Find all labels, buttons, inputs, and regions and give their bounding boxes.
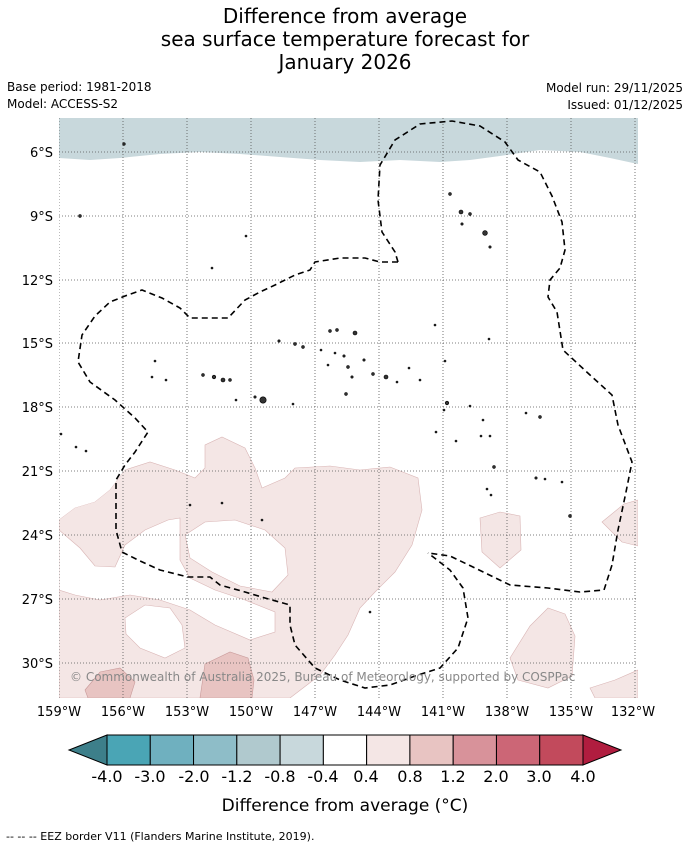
colorbar-arrow-low: [67, 734, 108, 766]
title-line-3: January 2026: [278, 50, 412, 74]
colorbar-segment: [409, 734, 454, 766]
colorbar-tick: -1.2: [221, 767, 252, 786]
issued-date: Issued: 01/12/2025: [567, 98, 683, 112]
model-name: Model: ACCESS-S2: [7, 97, 119, 111]
colorbar-tick: 2.0: [483, 767, 508, 786]
colorbar-tick: -3.0: [134, 767, 165, 786]
colorbar-arrow-high: [582, 734, 623, 766]
colorbar-segment: [452, 734, 497, 766]
lat-label: 12°S: [22, 274, 53, 289]
map-area: © Commonwealth of Australia 2025, Bureau…: [59, 118, 638, 698]
colorbar-segment: [279, 734, 324, 766]
lon-label: 153°W: [165, 705, 209, 720]
colorbar-tick: -0.8: [264, 767, 295, 786]
colorbar: [67, 734, 623, 766]
colorbar-segment: [366, 734, 411, 766]
neutral-regions: [59, 468, 289, 668]
islands: [59, 142, 572, 614]
latitude-labels: 6°S 9°S 12°S 15°S 18°S 21°S 24°S 27°S 30…: [22, 146, 53, 672]
lon-label: 156°W: [101, 705, 145, 720]
lat-label: 21°S: [22, 465, 53, 480]
colorbar-tick: 1.2: [440, 767, 465, 786]
colorbar-tick: -4.0: [91, 767, 122, 786]
lat-label: 15°S: [22, 337, 53, 352]
colorbar-segment: [193, 734, 238, 766]
lon-label: 144°W: [357, 705, 401, 720]
colorbar-tick: -0.4: [307, 767, 338, 786]
colorbar-tick-labels: -4.0 -3.0 -2.0 -1.2 -0.8 -0.4 0.4 0.8 1.…: [91, 767, 595, 786]
lon-label: 138°W: [485, 705, 529, 720]
colorbar-title: Difference from average (°C): [222, 796, 469, 816]
lat-label: 27°S: [22, 593, 53, 608]
lon-label: 150°W: [229, 705, 273, 720]
model-run: Model run: 29/11/2025: [545, 81, 683, 95]
lat-label: 24°S: [22, 529, 53, 544]
colorbar-tick: -2.0: [178, 767, 209, 786]
colorbar-tick: 3.0: [526, 767, 551, 786]
colorbar-segment: [322, 734, 368, 766]
lon-label: 132°W: [611, 705, 655, 720]
cool-anomaly-region: [59, 118, 638, 164]
copyright-notice: © Commonwealth of Australia 2025, Bureau…: [70, 670, 575, 684]
lat-label: 9°S: [30, 210, 53, 225]
longitude-labels: 159°W 156°W 153°W 150°W 147°W 144°W 141°…: [37, 705, 655, 720]
base-period: Base period: 1981-2018: [7, 80, 152, 94]
lat-label: 6°S: [30, 146, 53, 161]
colorbar-segment: [236, 734, 281, 766]
colorbar-segment: [495, 734, 541, 766]
colorbar-segment: [106, 734, 151, 766]
lon-label: 159°W: [37, 705, 81, 720]
lon-label: 141°W: [421, 705, 465, 720]
colorbar-segment: [149, 734, 195, 766]
title-line-1: Difference from average: [222, 4, 468, 28]
lon-label: 135°W: [549, 705, 593, 720]
lat-label: 30°S: [22, 657, 53, 672]
colorbar-tick: 4.0: [570, 767, 595, 786]
colorbar-tick: 0.8: [397, 767, 422, 786]
colorbar-segment: [539, 734, 584, 766]
lat-label: 18°S: [22, 401, 53, 416]
eez-border: [77, 120, 633, 689]
lon-label: 147°W: [293, 705, 337, 720]
warmer-anomaly-regions: [84, 651, 255, 698]
map-grid: [59, 118, 638, 698]
title-line-2: sea surface temperature forecast for: [160, 27, 530, 51]
eez-footnote: -- -- -- EEZ border V11 (Flanders Marine…: [6, 830, 315, 843]
colorbar-tick: 0.4: [353, 767, 378, 786]
